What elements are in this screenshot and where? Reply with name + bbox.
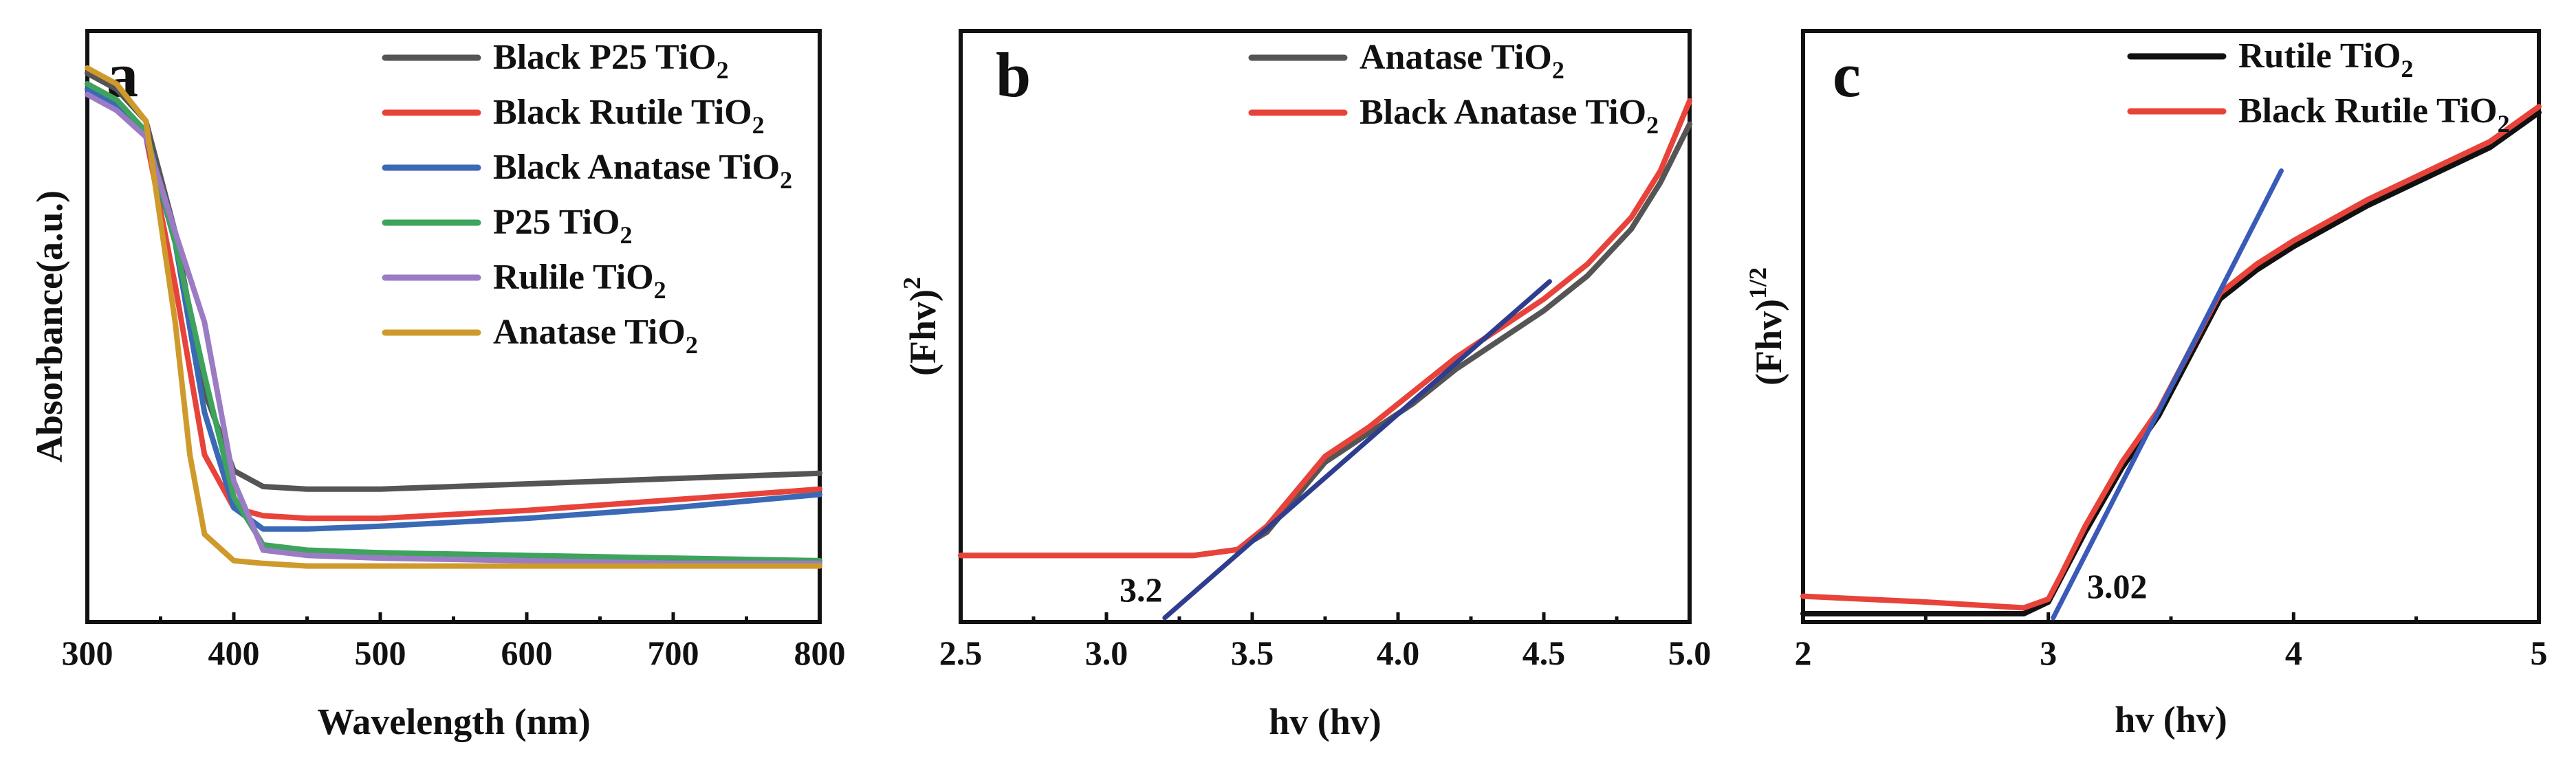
panel-b-xtick-label-4: 4.5	[1522, 634, 1566, 672]
panel-a-legend-label-0: Black P25 TiO2	[493, 38, 729, 84]
panel-c-legend-label-main-1: Black Rutile TiO	[2238, 91, 2498, 131]
panel-a-series-group	[85, 65, 822, 569]
panel-b-ylabel-sup: 2	[898, 277, 926, 289]
panel-b-xlabel: hv (hv)	[1269, 701, 1382, 742]
panel-b-ylabel: (Fhv)2	[898, 277, 943, 376]
panel-a-legend-label-main-2: Black Anatase TiO	[493, 148, 780, 187]
panel-a-legend-label-sub-1: 2	[752, 111, 765, 139]
panel-c-fit-line	[2051, 168, 2284, 621]
panel-a-xtick-label-3: 600	[501, 634, 553, 672]
panel-b-fit-line	[1162, 279, 1552, 621]
panel-b-series-1	[958, 98, 1692, 559]
panel-a: a 300 400 500 600 700 800 Black P25 TiO2Black…	[29, 29, 846, 742]
panel-c-legend-label-sub-1: 2	[2498, 110, 2510, 137]
panel-a-legend-label-main-0: Black P25 TiO	[493, 38, 717, 77]
panel-a-legend-label-5: Anatase TiO2	[493, 313, 698, 359]
panel-a-xtick-label-1: 400	[208, 634, 260, 672]
panel-b-letter: b	[996, 40, 1031, 110]
panel-c-xtick-label-0: 2	[1795, 634, 1812, 672]
panel-c-letter: c	[1833, 40, 1861, 110]
panel-a-xtick-label-4: 700	[648, 634, 699, 672]
panel-a-legend-label-1: Black Rutile TiO2	[493, 93, 765, 139]
panel-b-bandgap-annotation: 3.2	[1120, 570, 1163, 609]
panel-c-xlabel: hv (hv)	[2115, 699, 2227, 740]
panel-c-ylabel-main: (Fhv)	[1748, 299, 1789, 386]
panel-b-xtick-label-2: 3.5	[1231, 634, 1274, 672]
panel-c-legend-label-sub-0: 2	[2401, 55, 2413, 82]
panel-c-xtick-label-2: 4	[2285, 634, 2302, 672]
panel-a-legend-label-sub-5: 2	[686, 331, 698, 359]
panel-c-series-0	[1800, 109, 2542, 616]
panel-a-xtick-label-0: 300	[62, 634, 113, 672]
panel-a-xlabel: Wavelength (nm)	[317, 701, 591, 742]
panel-b-legend-label-sub-1: 2	[1646, 111, 1659, 139]
panel-c-ticks: 2 3 4 5	[1795, 612, 2548, 672]
panel-a-xtick-label-5: 800	[794, 634, 846, 672]
panel-b-series-group	[958, 98, 1692, 621]
panel-a-legend-label-sub-0: 2	[717, 56, 729, 84]
panel-b-ylabel-group: (Fhv)2	[898, 277, 943, 376]
panel-c-legend-label-0: Rutile TiO2	[2238, 36, 2413, 82]
panel-a-legend-label-sub-2: 2	[780, 166, 792, 194]
panel-a-legend-label-main-1: Black Rutile TiO	[493, 93, 752, 132]
panel-a-legend-label-sub-4: 2	[654, 276, 666, 304]
panel-c-xtick-label-3: 5	[2531, 634, 2548, 672]
panel-a-legend-label-4: Rulile TiO2	[493, 258, 666, 304]
panel-a-ticks: 300 400 500 600 700 800	[62, 612, 846, 672]
panel-b-ylabel-main: (Fhv)	[902, 289, 943, 376]
panel-a-ylabel: Absorbance(a.u.)	[29, 190, 70, 462]
panel-a-legend-label-2: Black Anatase TiO2	[493, 148, 792, 194]
panel-a-series-5	[85, 65, 822, 569]
panel-b-xtick-label-1: 3.0	[1085, 634, 1128, 672]
panel-c-series-group	[1800, 104, 2542, 621]
panel-a-legend-label-main-4: Rulile TiO	[493, 258, 654, 297]
panel-b-series-0	[958, 121, 1692, 559]
panel-b-xtick-label-5: 5.0	[1668, 634, 1712, 672]
panel-a-series-4	[85, 91, 822, 566]
panel-b-legend-label-main-0: Anatase TiO	[1360, 38, 1552, 77]
panel-b-ticks: 2.5 3.0 3.5 4.0 4.5 5.0	[939, 612, 1712, 672]
panel-c-ylabel-sup: 1/2	[1744, 267, 1771, 299]
panel-c-xtick-label-1: 3	[2040, 634, 2057, 672]
panel-b-legend-label-0: Anatase TiO2	[1360, 38, 1564, 84]
panel-a-xtick-label-2: 500	[355, 634, 406, 672]
panel-b-xtick-label-3: 4.0	[1377, 634, 1420, 672]
panel-c-ylabel-group: (Fhv)1/2	[1744, 267, 1789, 386]
panel-c-legend-label-main-0: Rutile TiO	[2238, 36, 2401, 76]
panel-c-series-1	[1800, 104, 2542, 611]
panel-a-legend-label-main-5: Anatase TiO	[493, 313, 686, 352]
panel-c-bandgap-annotation: 3.02	[2087, 567, 2148, 605]
panel-b-legend-label-sub-0: 2	[1552, 56, 1564, 84]
panel-c-ylabel: (Fhv)1/2	[1744, 267, 1789, 386]
panel-b-legend-label-main-1: Black Anatase TiO	[1360, 93, 1646, 132]
panel-c-legend-label-1: Black Rutile TiO2	[2238, 91, 2510, 137]
panel-b-xtick-label-0: 2.5	[939, 634, 983, 672]
panel-a-legend-label-sub-3: 2	[620, 221, 632, 249]
panel-b-legend-label-1: Black Anatase TiO2	[1360, 93, 1659, 139]
panel-a-legend-label-main-3: P25 TiO	[493, 203, 620, 242]
panel-a-legend-label-3: P25 TiO2	[493, 203, 632, 249]
